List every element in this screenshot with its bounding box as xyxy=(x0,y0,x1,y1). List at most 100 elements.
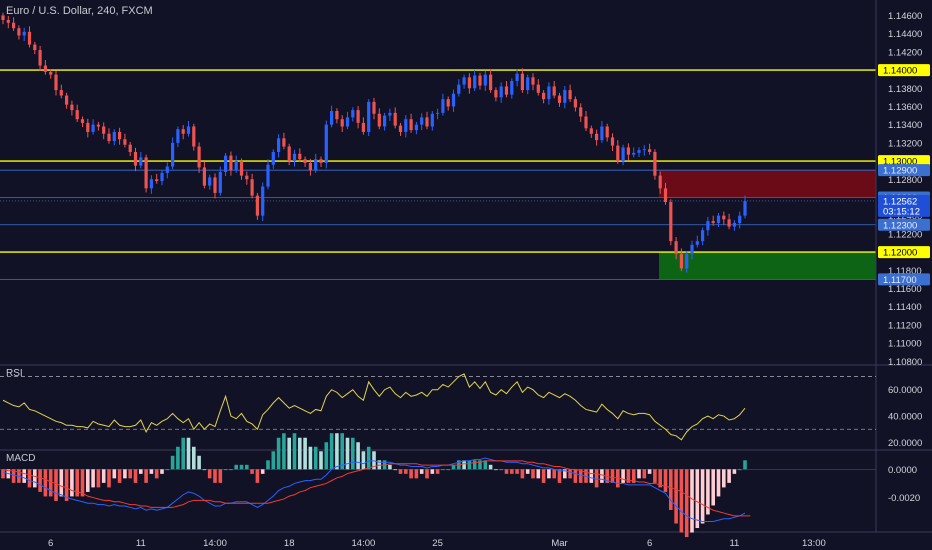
macd-histogram-bar xyxy=(430,469,435,474)
candle-down xyxy=(250,179,254,196)
candle-up xyxy=(621,147,625,162)
candle-up xyxy=(457,84,461,94)
time-tick-label: 6 xyxy=(647,538,652,549)
macd-histogram-bar xyxy=(303,437,307,470)
macd-histogram-bar xyxy=(27,469,32,488)
macd-histogram-bar xyxy=(234,464,238,470)
candle-down xyxy=(648,149,652,152)
macd-histogram-bar xyxy=(75,469,79,497)
macd-histogram-bar xyxy=(722,469,726,488)
macd-histogram-bar xyxy=(48,469,53,497)
candle-down xyxy=(54,74,58,91)
time-tick-label: 14:00 xyxy=(203,538,227,549)
macd-histogram-bar xyxy=(663,469,668,492)
rsi-tick-label: 40.0000 xyxy=(888,412,922,423)
macd-histogram-bar xyxy=(260,469,265,474)
macd-histogram-bar xyxy=(154,469,159,479)
macd-histogram-bar xyxy=(631,469,636,483)
candle-down xyxy=(494,90,498,98)
macd-histogram-bar xyxy=(80,469,85,497)
candle-down xyxy=(33,44,37,51)
candle-down xyxy=(579,107,583,117)
candle-down xyxy=(229,155,233,171)
macd-histogram-bar xyxy=(33,469,37,488)
rsi-label[interactable]: RSI xyxy=(6,368,23,379)
candle-up xyxy=(430,113,434,127)
macd-histogram-bar xyxy=(494,469,498,471)
rsi-axis: 60.0000 40.0000 20.0000 xyxy=(888,385,922,449)
candle-up xyxy=(526,77,530,91)
macd-histogram-bar xyxy=(313,446,318,470)
level-tag-1.12300-bg xyxy=(878,218,930,231)
macd-histogram-bar xyxy=(706,469,710,515)
candle-down xyxy=(308,162,312,171)
horizontal-level-lines[interactable] xyxy=(0,69,876,280)
macd-label[interactable]: MACD xyxy=(6,453,36,464)
macd-histogram-bar xyxy=(637,469,641,479)
macd-histogram-bar xyxy=(419,469,424,474)
candle-up xyxy=(271,151,275,165)
time-axis[interactable]: 6 11 14:00 18 14:00 25 Mar 6 11 13:00 xyxy=(48,538,826,549)
candle-up xyxy=(345,117,350,127)
macd-histogram-bar xyxy=(531,469,535,479)
macd-histogram-bar xyxy=(361,451,366,470)
candle-down xyxy=(38,50,42,66)
candle-down xyxy=(213,177,217,193)
candle-down xyxy=(573,99,577,108)
candle-down xyxy=(393,112,397,126)
candle-down xyxy=(102,126,106,134)
candle-down xyxy=(298,153,302,160)
candle-up xyxy=(186,126,191,134)
macd-histogram-bar xyxy=(351,437,355,470)
price-tick-label: 1.14600 xyxy=(888,11,922,22)
macd-histogram-bar xyxy=(589,469,594,483)
resistance-zone xyxy=(659,170,876,198)
candle-down xyxy=(669,202,673,242)
macd-histogram-bar xyxy=(600,469,604,483)
candle-up xyxy=(383,115,387,127)
macd-histogram-bar xyxy=(181,437,185,470)
candle-down xyxy=(361,122,365,132)
symbol-title[interactable]: Euro / U.S. Dollar, 240, FXCM xyxy=(6,5,153,17)
candle-down xyxy=(287,146,291,162)
level-tag-1.13000: 1.13000 xyxy=(883,157,917,168)
level-tag-1.12000-bg xyxy=(878,246,930,259)
macd-histogram-bar xyxy=(54,469,58,501)
price-tick-label: 1.12200 xyxy=(888,229,922,240)
candle-down xyxy=(409,119,413,131)
candle-down xyxy=(467,77,471,89)
candle-down xyxy=(319,159,323,163)
macd-histogram-bar xyxy=(282,433,286,470)
macd-histogram-bar xyxy=(515,469,519,474)
candle-down xyxy=(356,110,360,123)
macd-histogram-bar xyxy=(223,469,228,471)
macd-histogram-bar xyxy=(345,437,350,470)
macd-tick-label: -0.0020 xyxy=(888,493,920,504)
rsi-line xyxy=(2,373,746,441)
price-tick-label: 1.11000 xyxy=(888,339,922,350)
macd-histogram-bar xyxy=(404,469,408,474)
macd-histogram-bar xyxy=(340,433,344,470)
macd-histogram-bar xyxy=(520,469,525,479)
macd-histogram-bar xyxy=(398,469,403,474)
macd-histogram-bar xyxy=(435,469,440,474)
macd-histogram-bar xyxy=(149,469,154,474)
price-tick-label: 1.14200 xyxy=(888,47,922,58)
time-tick-label: 18 xyxy=(284,538,295,549)
candle-down xyxy=(595,133,599,141)
candle-up xyxy=(277,138,281,152)
macd-histogram-bar xyxy=(22,469,26,483)
macd-histogram-bar xyxy=(319,451,323,470)
candle-up xyxy=(499,86,503,98)
candle-up xyxy=(160,172,164,182)
price-axis-tags: 1.140001.130001.129001.126001.123001.120… xyxy=(878,64,930,286)
candle-down xyxy=(245,175,249,180)
candle-up xyxy=(716,215,721,223)
macd-histogram-bar xyxy=(451,464,456,470)
macd-histogram-bar xyxy=(674,469,678,524)
macd-histogram-bar xyxy=(573,469,578,483)
time-tick-label: 11 xyxy=(136,538,146,549)
macd-histogram-bar xyxy=(276,437,281,470)
candle-down xyxy=(398,125,403,132)
